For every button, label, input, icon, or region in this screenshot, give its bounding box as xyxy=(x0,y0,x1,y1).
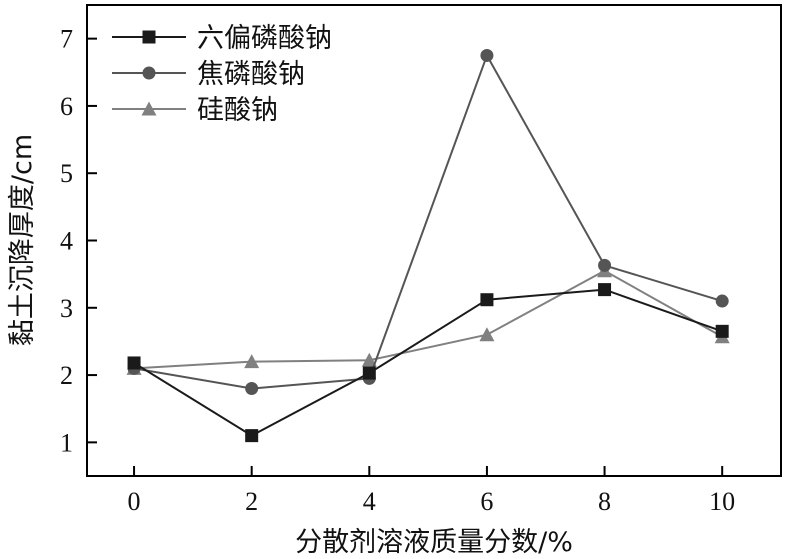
triangle-marker xyxy=(244,354,260,369)
series-1 xyxy=(127,283,729,443)
circle-marker xyxy=(598,258,612,272)
x-tick-label: 6 xyxy=(480,487,493,516)
square-marker xyxy=(362,366,376,380)
circle-marker xyxy=(245,382,259,396)
triangle-marker xyxy=(141,101,157,116)
square-marker xyxy=(480,293,494,307)
y-tick-label: 4 xyxy=(60,227,73,256)
y-axis-title: 黏土沉降厚度/cm xyxy=(7,134,38,346)
series-line xyxy=(133,288,723,437)
series-3 xyxy=(126,263,730,375)
series-line xyxy=(133,269,723,370)
square-marker xyxy=(245,429,259,443)
y-tick-label: 1 xyxy=(60,428,73,457)
square-marker xyxy=(598,283,612,297)
x-axis-title: 分散剂溶液质量分数/% xyxy=(295,527,573,558)
y-tick-label: 7 xyxy=(60,25,73,54)
circle-marker xyxy=(142,66,156,80)
x-tick-label: 2 xyxy=(245,487,258,516)
square-marker xyxy=(127,356,141,370)
plot-frame xyxy=(86,4,782,477)
series-layer xyxy=(126,48,730,443)
y-tick-label: 6 xyxy=(60,92,73,121)
series-line xyxy=(133,53,723,390)
y-tick-label: 2 xyxy=(60,361,73,390)
legend-label: 硅酸钠 xyxy=(197,95,278,126)
x-tick-label: 10 xyxy=(709,487,735,516)
square-marker xyxy=(715,324,729,338)
y-tick-label: 3 xyxy=(60,294,73,323)
circle-marker xyxy=(480,48,494,62)
legend-label: 焦磷酸钠 xyxy=(197,59,305,90)
triangle-marker xyxy=(479,327,495,342)
x-tick-label: 8 xyxy=(598,487,611,516)
legend-item: 焦磷酸钠 xyxy=(112,59,305,90)
x-tick-label: 4 xyxy=(363,487,376,516)
legend-item: 硅酸钠 xyxy=(112,95,278,126)
triangle-marker xyxy=(361,352,377,367)
circle-marker xyxy=(715,294,729,308)
legend-label: 六偏磷酸钠 xyxy=(197,23,332,54)
y-tick-label: 5 xyxy=(60,159,73,188)
x-tick-label: 0 xyxy=(128,487,141,516)
legend-item: 六偏磷酸钠 xyxy=(112,23,332,54)
square-marker xyxy=(142,30,156,44)
